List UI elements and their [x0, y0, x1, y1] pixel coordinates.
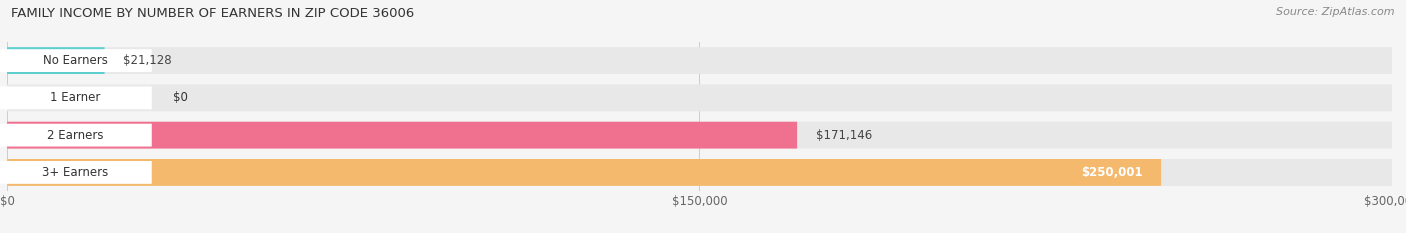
FancyBboxPatch shape [7, 47, 104, 74]
Text: FAMILY INCOME BY NUMBER OF EARNERS IN ZIP CODE 36006: FAMILY INCOME BY NUMBER OF EARNERS IN ZI… [11, 7, 415, 20]
Text: 1 Earner: 1 Earner [51, 91, 101, 104]
FancyBboxPatch shape [7, 122, 1392, 149]
FancyBboxPatch shape [0, 161, 152, 184]
Text: Source: ZipAtlas.com: Source: ZipAtlas.com [1277, 7, 1395, 17]
FancyBboxPatch shape [7, 159, 1392, 186]
Text: $250,001: $250,001 [1081, 166, 1143, 179]
FancyBboxPatch shape [7, 159, 1161, 186]
FancyBboxPatch shape [7, 84, 1392, 111]
Text: $171,146: $171,146 [815, 129, 872, 142]
Text: 2 Earners: 2 Earners [48, 129, 104, 142]
FancyBboxPatch shape [0, 49, 152, 72]
FancyBboxPatch shape [7, 47, 1392, 74]
Text: $0: $0 [173, 91, 188, 104]
FancyBboxPatch shape [0, 124, 152, 147]
Text: No Earners: No Earners [44, 54, 108, 67]
FancyBboxPatch shape [0, 86, 152, 109]
FancyBboxPatch shape [7, 122, 797, 149]
Text: 3+ Earners: 3+ Earners [42, 166, 108, 179]
Text: $21,128: $21,128 [124, 54, 172, 67]
